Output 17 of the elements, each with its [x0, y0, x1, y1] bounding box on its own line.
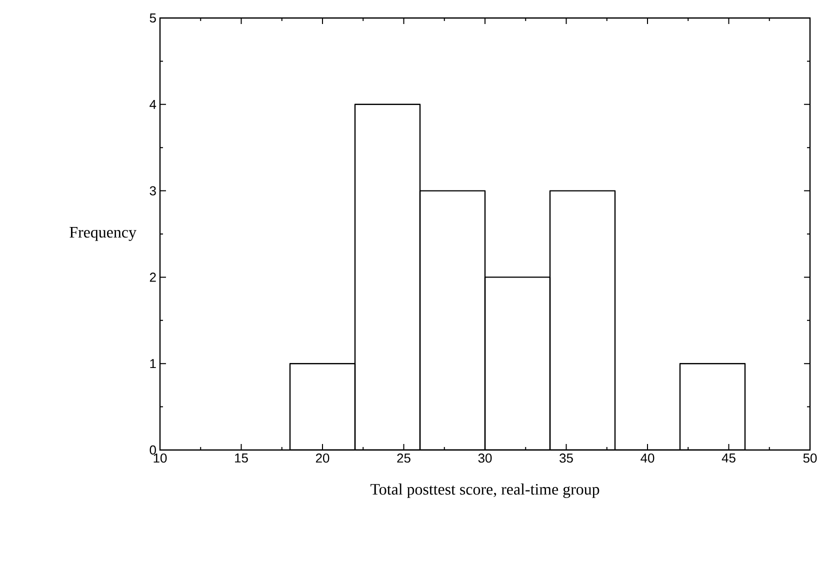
y-axis-title: Frequency — [70, 227, 136, 241]
y-tick-label: 4 — [150, 100, 156, 109]
x-axis-title: Total posttest score, real-time group — [370, 483, 600, 498]
x-tick-label: 40 — [640, 454, 654, 463]
x-tick-label: 30 — [478, 454, 492, 463]
y-tick-label: 1 — [150, 359, 156, 368]
x-tick-label: 15 — [235, 454, 248, 463]
x-tick-label: 45 — [722, 454, 736, 463]
x-tick-label: 25 — [397, 454, 410, 463]
y-tick-label: 5 — [150, 13, 156, 23]
x-tick-label: 35 — [560, 454, 573, 463]
y-tick-label: 0 — [150, 445, 156, 455]
x-tick-label: 50 — [803, 454, 817, 463]
x-tick-label: 10 — [154, 454, 167, 463]
y-tick-label: 2 — [150, 272, 156, 282]
x-tick-label: 20 — [316, 454, 330, 463]
y-tick-label: 3 — [150, 186, 156, 196]
